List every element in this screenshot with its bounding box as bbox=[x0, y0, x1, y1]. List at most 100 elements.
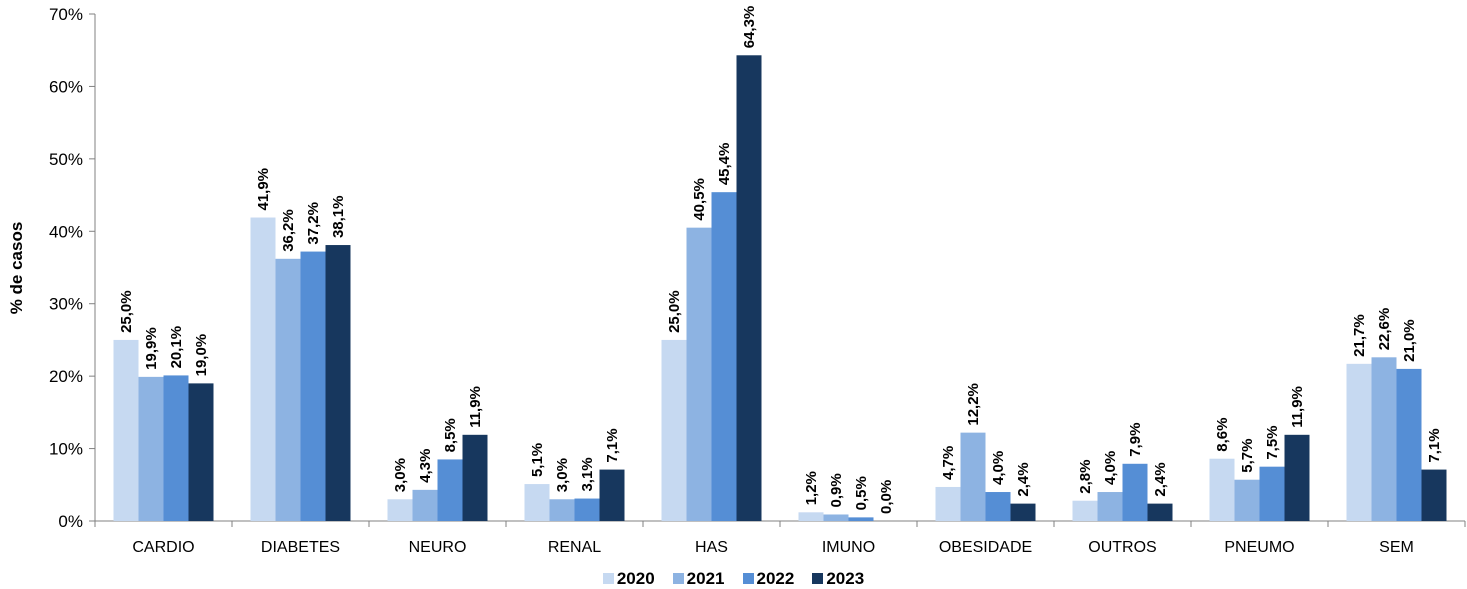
chart-legend: 2020 2021 2022 2023 bbox=[0, 568, 1467, 589]
bar-2021-imuno bbox=[823, 514, 849, 521]
x-tick-label: OUTROS bbox=[1088, 539, 1156, 556]
bar-2021-renal bbox=[549, 499, 575, 521]
bar-2023-outros bbox=[1147, 503, 1173, 521]
data-label: 19,9% bbox=[143, 327, 160, 370]
chart-bars bbox=[113, 55, 1447, 521]
data-label: 25,0% bbox=[118, 290, 135, 333]
legend-swatch bbox=[602, 573, 614, 584]
bar-2021-obesidade bbox=[960, 432, 986, 521]
y-tick-label: 40% bbox=[49, 222, 83, 241]
data-label: 37,2% bbox=[305, 202, 322, 245]
bar-2021-outros bbox=[1097, 492, 1123, 521]
data-label: 20,1% bbox=[168, 326, 185, 369]
data-label: 38,1% bbox=[330, 196, 347, 239]
y-tick-label: 0% bbox=[58, 512, 83, 531]
data-label: 2,8% bbox=[1077, 460, 1094, 494]
data-label: 2,4% bbox=[1015, 462, 1032, 496]
data-label: 21,7% bbox=[1351, 314, 1368, 357]
legend-swatch bbox=[812, 573, 824, 584]
bar-2020-pneumo bbox=[1209, 458, 1235, 521]
data-label: 45,4% bbox=[716, 143, 733, 186]
y-axis-label: % de casos bbox=[7, 222, 26, 315]
bar-2022-neuro bbox=[437, 459, 463, 521]
bar-2020-diabetes bbox=[250, 217, 276, 521]
data-label: 12,2% bbox=[965, 383, 982, 426]
y-tick-label: 10% bbox=[49, 440, 83, 459]
legend-item-2022: 2022 bbox=[742, 568, 795, 589]
x-tick-label: SEM bbox=[1379, 539, 1414, 556]
data-label: 3,0% bbox=[392, 458, 409, 492]
data-label: 5,7% bbox=[1239, 439, 1256, 473]
x-tick-label: HAS bbox=[695, 539, 728, 556]
chart-data-labels: 25,0% 19,9% 20,1% 19,0% 41,9% 36,2% 37,2% 38,1%… bbox=[118, 6, 1443, 514]
data-label: 0,0% bbox=[878, 480, 895, 514]
data-label: 36,2% bbox=[280, 209, 297, 252]
bar-2022-diabetes bbox=[300, 251, 326, 521]
bar-2020-sem bbox=[1346, 363, 1372, 521]
bar-2020-has bbox=[661, 339, 687, 521]
data-label: 2,4% bbox=[1152, 462, 1169, 496]
legend-label: 2023 bbox=[826, 568, 865, 588]
data-label: 64,3% bbox=[741, 6, 758, 49]
legend-label: 2021 bbox=[686, 568, 725, 588]
bar-2021-cardio bbox=[138, 376, 164, 521]
data-label: 11,9% bbox=[467, 386, 484, 428]
data-label: 5,1% bbox=[529, 443, 546, 477]
bar-2021-pneumo bbox=[1234, 479, 1260, 521]
bar-2023-renal bbox=[599, 469, 625, 521]
x-tick-label: CARDIO bbox=[132, 539, 194, 556]
bar-2022-imuno bbox=[848, 517, 874, 521]
data-label: 40,5% bbox=[691, 178, 708, 221]
y-tick-label: 20% bbox=[49, 367, 83, 386]
x-tick-label: NEURO bbox=[409, 539, 467, 556]
legend-label: 2022 bbox=[756, 568, 795, 588]
y-tick-label: 50% bbox=[49, 150, 83, 169]
bar-2021-has bbox=[686, 227, 712, 521]
data-label: 11,9% bbox=[1289, 386, 1306, 428]
data-label: 4,0% bbox=[990, 451, 1007, 485]
data-label: 7,1% bbox=[1426, 428, 1443, 462]
bar-2020-neuro bbox=[387, 499, 413, 521]
bar-2023-cardio bbox=[188, 383, 214, 521]
bar-2020-obesidade bbox=[935, 486, 961, 521]
bar-2022-outros bbox=[1122, 463, 1148, 521]
data-label: 7,5% bbox=[1264, 425, 1281, 459]
y-tick-label: 60% bbox=[49, 77, 83, 96]
bar-2023-sem bbox=[1421, 469, 1447, 521]
data-label: 7,1% bbox=[604, 428, 621, 462]
bar-2020-cardio bbox=[113, 339, 139, 521]
bar-2023-neuro bbox=[462, 434, 488, 521]
bar-2023-diabetes bbox=[325, 245, 351, 521]
x-tick-label: PNEUMO bbox=[1224, 539, 1294, 556]
bar-2022-obesidade bbox=[985, 492, 1011, 521]
data-label: 3,1% bbox=[579, 457, 596, 491]
data-label: 4,7% bbox=[940, 446, 957, 480]
bar-2022-cardio bbox=[163, 375, 189, 521]
y-tick-label: 30% bbox=[49, 295, 83, 314]
bar-2022-pneumo bbox=[1259, 466, 1285, 521]
data-label: 7,9% bbox=[1127, 423, 1144, 457]
bar-2022-has bbox=[711, 192, 737, 521]
data-label: 4,3% bbox=[417, 449, 434, 483]
bar-2020-renal bbox=[524, 484, 550, 521]
data-label: 41,9% bbox=[255, 168, 272, 211]
chart-axes: 0% 10% 20% 30% 40% 50% 60% 70% CARDIO DIABETES NEU… bbox=[49, 5, 1466, 556]
bar-2021-sem bbox=[1371, 357, 1397, 521]
data-label: 22,6% bbox=[1376, 308, 1393, 351]
bar-2023-has bbox=[736, 55, 762, 521]
legend-swatch bbox=[742, 573, 754, 584]
bar-2022-sem bbox=[1396, 368, 1422, 521]
data-label: 25,0% bbox=[666, 290, 683, 333]
y-tick-label: 70% bbox=[49, 5, 83, 24]
data-label: 21,0% bbox=[1401, 319, 1418, 362]
data-label: 3,0% bbox=[554, 458, 571, 492]
data-label: 8,5% bbox=[442, 418, 459, 452]
bar-2021-diabetes bbox=[275, 258, 301, 521]
x-tick-label: IMUNO bbox=[822, 539, 875, 556]
bar-2022-renal bbox=[574, 498, 600, 521]
bar-2020-imuno bbox=[798, 512, 824, 521]
data-label: 8,6% bbox=[1214, 418, 1231, 452]
bar-2023-obesidade bbox=[1010, 503, 1036, 521]
data-label: 4,0% bbox=[1102, 451, 1119, 485]
data-label: 19,0% bbox=[193, 334, 210, 377]
